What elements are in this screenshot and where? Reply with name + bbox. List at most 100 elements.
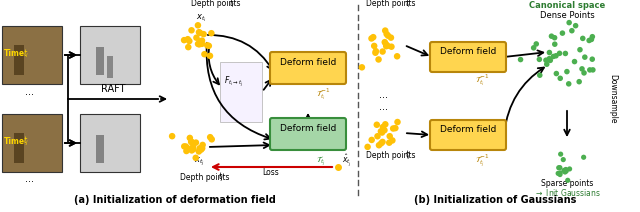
Point [558, 158, 568, 161]
Point [371, 51, 381, 54]
Point [548, 55, 559, 58]
Point [376, 142, 387, 145]
Point [356, 66, 367, 69]
Point [561, 169, 572, 173]
Point [562, 70, 572, 73]
Text: Time: Time [4, 49, 25, 58]
Point [551, 72, 561, 75]
Text: Depth points: Depth points [180, 173, 230, 182]
Point [205, 135, 215, 139]
Point [191, 141, 201, 144]
Text: $x_{t_j}$: $x_{t_j}$ [194, 155, 205, 167]
Point [390, 126, 401, 130]
Point [167, 134, 177, 138]
Point [371, 50, 381, 53]
Text: Dense Points: Dense Points [540, 11, 595, 20]
Point [579, 156, 589, 159]
FancyBboxPatch shape [107, 56, 113, 78]
Text: $\hat{x}_{t_j}$: $\hat{x}_{t_j}$ [342, 152, 352, 169]
Text: Depth points: Depth points [366, 151, 415, 160]
Point [186, 140, 196, 144]
Point [194, 43, 204, 46]
Point [207, 138, 217, 141]
Text: $\mathcal{T}_{t_i}^{-1}$: $\mathcal{T}_{t_i}^{-1}$ [316, 86, 330, 102]
Text: ...: ... [26, 174, 35, 184]
FancyBboxPatch shape [2, 114, 62, 172]
Text: Time: Time [4, 137, 25, 146]
FancyBboxPatch shape [430, 120, 506, 150]
Point [579, 71, 589, 75]
Point [570, 60, 580, 63]
Point [588, 68, 598, 72]
Text: $F_{t_i \to t_j}$: $F_{t_i \to t_j}$ [224, 74, 244, 89]
Point [545, 59, 556, 62]
Point [193, 42, 203, 46]
Point [385, 134, 395, 138]
Point [383, 34, 393, 37]
Text: ...: ... [26, 87, 35, 97]
Text: $t_j$: $t_j$ [23, 135, 29, 148]
Point [585, 68, 595, 72]
Point [555, 171, 565, 175]
Point [587, 57, 597, 61]
Point [551, 54, 561, 57]
Text: $t_j$: $t_j$ [405, 149, 412, 163]
FancyBboxPatch shape [96, 47, 104, 75]
Point [586, 38, 596, 41]
Point [191, 156, 201, 159]
Point [547, 35, 557, 38]
Point [372, 135, 383, 138]
Text: RAFT: RAFT [100, 84, 125, 94]
Point [388, 127, 398, 130]
Point [185, 136, 195, 140]
Text: $t_j$: $t_j$ [218, 171, 225, 184]
Point [392, 55, 402, 58]
Point [369, 44, 380, 48]
Point [204, 44, 214, 47]
Point [368, 35, 378, 39]
Point [578, 37, 588, 40]
Point [515, 58, 525, 61]
Text: Depth points: Depth points [366, 0, 415, 8]
Point [197, 39, 207, 42]
Point [374, 144, 384, 147]
Point [202, 44, 212, 47]
Point [198, 32, 209, 36]
Point [372, 123, 382, 126]
Text: $\mathcal{T}_{t_j}^{-1}$: $\mathcal{T}_{t_j}^{-1}$ [475, 152, 490, 169]
Point [564, 82, 574, 85]
Text: $t_i$: $t_i$ [23, 47, 29, 60]
Point [577, 67, 587, 71]
Point [193, 24, 203, 27]
Point [580, 56, 590, 59]
FancyBboxPatch shape [14, 133, 24, 163]
Point [187, 149, 197, 152]
Point [553, 172, 563, 175]
FancyBboxPatch shape [14, 45, 24, 75]
Point [367, 138, 377, 142]
Point [373, 58, 383, 61]
Point [188, 148, 198, 151]
Point [362, 145, 372, 149]
Point [534, 74, 545, 77]
Point [588, 35, 598, 38]
Point [534, 58, 545, 61]
Point [557, 31, 568, 35]
Point [541, 59, 551, 62]
Point [575, 48, 585, 51]
Point [381, 45, 391, 48]
Point [376, 130, 386, 133]
Point [184, 39, 195, 43]
Point [554, 166, 564, 169]
Point [199, 53, 209, 56]
FancyBboxPatch shape [220, 62, 262, 122]
Point [181, 149, 191, 153]
FancyBboxPatch shape [270, 52, 346, 84]
Point [205, 54, 215, 57]
Text: $\mathcal{T}_{t_j}$: $\mathcal{T}_{t_j}$ [316, 154, 326, 167]
Point [529, 46, 539, 50]
Text: $t_i$: $t_i$ [405, 0, 412, 10]
Point [380, 40, 390, 44]
Point [179, 145, 189, 148]
Text: Depth points: Depth points [191, 0, 241, 8]
